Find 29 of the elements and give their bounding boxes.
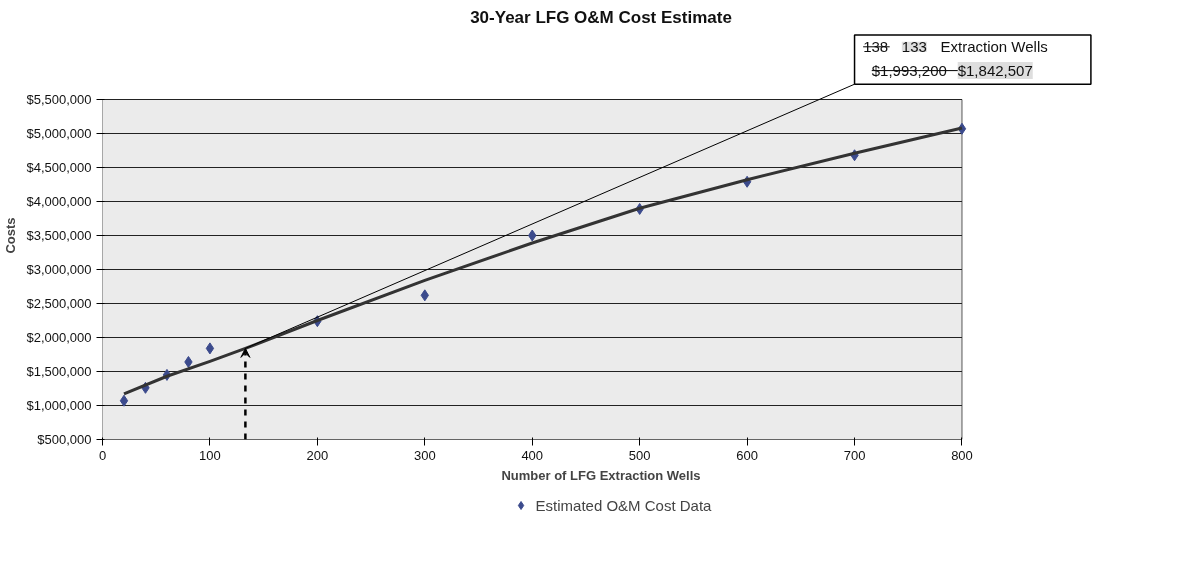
x-tick-label: 800	[951, 447, 973, 463]
y-tick-label: $4,500,000	[26, 160, 92, 175]
text: 133	[901, 37, 927, 55]
y-tick-label: $4,000,000	[26, 194, 92, 209]
y-tick-label: $1,500,000	[26, 364, 92, 379]
text: $1,842,507	[957, 62, 1033, 80]
chart-title: 30-Year LFG O&M Cost Estimate	[470, 7, 732, 27]
y-tick-label: $2,500,000	[26, 296, 92, 311]
legend-label: Estimated O&M Cost Data	[535, 496, 712, 514]
y-tick-label: $5,000,000	[26, 126, 92, 141]
y-axis-title: Costs	[3, 217, 19, 254]
x-axis-title: Number of LFG Extraction Wells	[501, 467, 701, 483]
point	[205, 342, 215, 355]
text: Extraction Wells	[940, 38, 1048, 56]
x-tick-label: 0	[98, 447, 107, 463]
x-tick-label: 500	[628, 447, 651, 463]
y-tick-label: $3,500,000	[26, 228, 92, 243]
point	[119, 394, 129, 407]
x-tick-label: 300	[413, 447, 436, 463]
x-tick-label: 100	[199, 447, 221, 463]
x-tick-label: 400	[521, 447, 544, 463]
x-tick-label: 600	[736, 447, 758, 463]
x-tick-label: 200	[306, 447, 329, 463]
y-tick-label: $2,000,000	[26, 330, 92, 345]
y-tick-label: $1,000,000	[26, 398, 92, 413]
y-tick-label: $5,500,000	[26, 92, 92, 107]
y-tick-label: $500,000	[37, 432, 92, 447]
y-tick-label: $3,000,000	[26, 262, 92, 277]
x-tick-label: 700	[843, 447, 866, 463]
